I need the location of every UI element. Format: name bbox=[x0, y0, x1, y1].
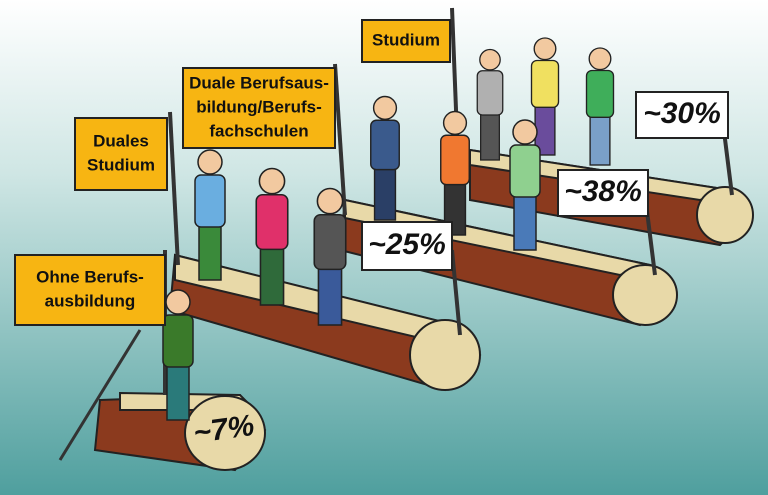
torso bbox=[585, 69, 615, 118]
person bbox=[194, 149, 226, 281]
torso bbox=[440, 134, 470, 186]
flag-label: fachschulen bbox=[209, 121, 308, 140]
flag bbox=[182, 67, 336, 149]
person bbox=[313, 187, 347, 326]
torso bbox=[530, 59, 560, 108]
head bbox=[258, 167, 286, 195]
head bbox=[372, 95, 398, 121]
sign-label: ~25% bbox=[368, 228, 446, 261]
torso bbox=[313, 213, 347, 271]
head bbox=[512, 119, 538, 145]
legs bbox=[480, 112, 500, 161]
flag bbox=[74, 117, 168, 191]
head bbox=[165, 289, 191, 315]
person bbox=[585, 47, 615, 166]
legs bbox=[589, 114, 611, 166]
flag bbox=[361, 19, 451, 63]
sign: ~25% bbox=[361, 221, 453, 271]
log bbox=[93, 391, 267, 472]
person bbox=[440, 110, 470, 236]
sign-label: ~38% bbox=[564, 175, 642, 208]
sign-board bbox=[635, 91, 729, 139]
torso bbox=[509, 144, 541, 198]
head bbox=[479, 48, 501, 71]
sign: ~30% bbox=[635, 91, 729, 139]
flags: Ohne Berufs-ausbildung Duales Studium Duale… bbox=[14, 19, 451, 326]
head bbox=[533, 37, 557, 61]
torso bbox=[476, 70, 504, 116]
person bbox=[476, 48, 504, 161]
legs bbox=[259, 246, 285, 306]
legs bbox=[166, 364, 190, 421]
flag-label: Ohne Berufs- bbox=[36, 267, 144, 286]
flag-label: Duales bbox=[93, 131, 149, 150]
head bbox=[442, 110, 468, 136]
flag-label: Duale Berufsaus- bbox=[189, 73, 329, 92]
person bbox=[530, 37, 560, 156]
head bbox=[316, 187, 344, 215]
person bbox=[509, 119, 541, 251]
head bbox=[197, 149, 223, 175]
torso bbox=[194, 174, 226, 228]
sign-label: ~30% bbox=[643, 97, 721, 130]
sign: ~38% bbox=[557, 169, 649, 217]
torso bbox=[255, 193, 289, 251]
legs bbox=[513, 194, 537, 251]
flag-label: ausbildung bbox=[45, 291, 136, 310]
torso bbox=[370, 119, 400, 171]
head bbox=[588, 47, 612, 71]
person bbox=[370, 95, 400, 221]
signs: ~7%~25%~38%~30% bbox=[191, 91, 729, 450]
people bbox=[162, 37, 615, 421]
sign-board bbox=[557, 169, 649, 217]
legs bbox=[198, 224, 222, 281]
flag-label: Studium bbox=[372, 30, 440, 49]
flag-label: Studium bbox=[87, 155, 155, 174]
flag-label: bildung/Berufs- bbox=[196, 97, 322, 116]
torso bbox=[162, 314, 194, 368]
legs bbox=[317, 266, 343, 326]
sign-board bbox=[361, 221, 453, 271]
flag bbox=[14, 254, 166, 326]
person bbox=[255, 167, 289, 306]
legs bbox=[373, 167, 397, 221]
